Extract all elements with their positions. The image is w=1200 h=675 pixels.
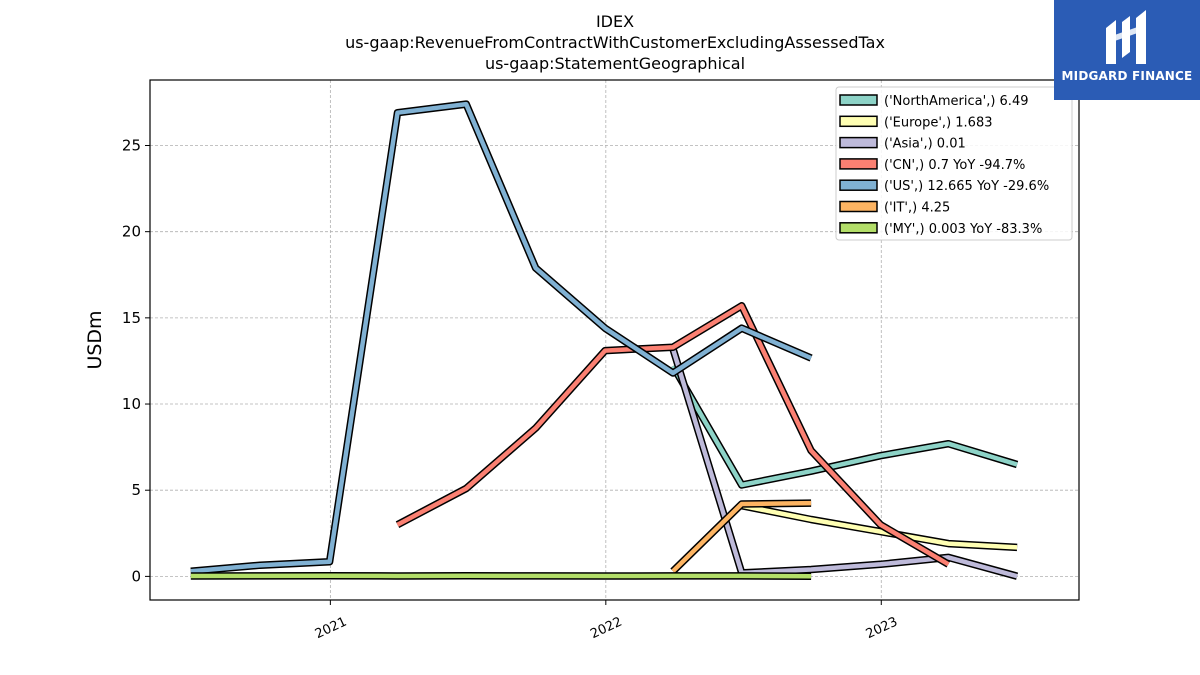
legend-entry: ('IT',) 4.25: [884, 201, 950, 216]
chart-title-line: us-gaap:StatementGeographical: [485, 54, 745, 73]
legend-entry: ('NorthAmerica',) 6.49: [884, 94, 1029, 109]
x-tick-label: 2022: [588, 615, 624, 643]
legend-entry: ('US',) 12.665 YoY -29.6%: [884, 179, 1049, 194]
series-line-stroke: [670, 348, 1018, 579]
chart-title: IDEX us-gaap:RevenueFromContractWithCusto…: [345, 12, 885, 73]
legend-swatch: [839, 222, 878, 234]
legend-swatch: [839, 94, 878, 106]
legend-entry: ('Asia',) 0.01: [884, 137, 966, 152]
legend-swatch: [839, 136, 878, 149]
y-tick-label: 10: [122, 395, 141, 413]
chart-title-line: IDEX: [596, 12, 634, 31]
y-tick-label: 0: [131, 567, 141, 585]
y-axis: 0 5 10 15 20 25: [122, 136, 150, 585]
midgard-m-logo-icon: [1106, 10, 1146, 64]
series-line-outline: [669, 364, 1019, 489]
y-tick-label: 5: [131, 481, 141, 499]
series-line-stroke: [190, 573, 812, 579]
legend-swatch: [839, 115, 878, 128]
series-group: [190, 100, 1019, 581]
series-line: [740, 502, 1018, 552]
legend-entry: ('CN',) 0.7 YoY -94.7%: [884, 158, 1025, 173]
series-line: [669, 347, 1019, 580]
legend-swatch: [839, 200, 878, 213]
chart-title-line: us-gaap:RevenueFromContractWithCustomerE…: [345, 33, 885, 52]
y-tick-label: 25: [122, 136, 141, 154]
series-line: [669, 364, 1019, 489]
series-line: [190, 571, 812, 581]
plot-frame: [149, 79, 1080, 601]
brand-logo: MIDGARD FINANCE: [1054, 0, 1200, 100]
legend-swatch: [839, 158, 878, 170]
series-line-stroke: [671, 500, 812, 573]
x-axis: 2021 2022 2023: [313, 600, 900, 642]
series-line-stroke: [671, 364, 1018, 488]
series-line: [395, 302, 951, 568]
series-line-stroke: [396, 303, 950, 567]
x-tick-label: 2021: [313, 615, 349, 643]
legend-entry: ('MY',) 0.003 YoY -83.3%: [884, 222, 1042, 237]
y-axis-label: USDm: [84, 310, 106, 369]
brand-name: MIDGARD FINANCE: [1061, 69, 1193, 83]
series-line: [670, 499, 812, 574]
series-line-stroke: [741, 503, 1018, 550]
legend-box: [835, 86, 1073, 241]
x-tick-label: 2023: [864, 615, 900, 643]
legend: ('NorthAmerica',) 6.49 ('Europe',) 1.683 (…: [835, 86, 1073, 241]
legend-entry: ('Europe',) 1.683: [884, 115, 993, 130]
series-line: [190, 100, 813, 575]
series-line-stroke: [190, 101, 812, 574]
y-tick-label: 20: [122, 223, 141, 241]
legend-swatch: [839, 179, 878, 191]
y-tick-label: 15: [122, 309, 141, 327]
